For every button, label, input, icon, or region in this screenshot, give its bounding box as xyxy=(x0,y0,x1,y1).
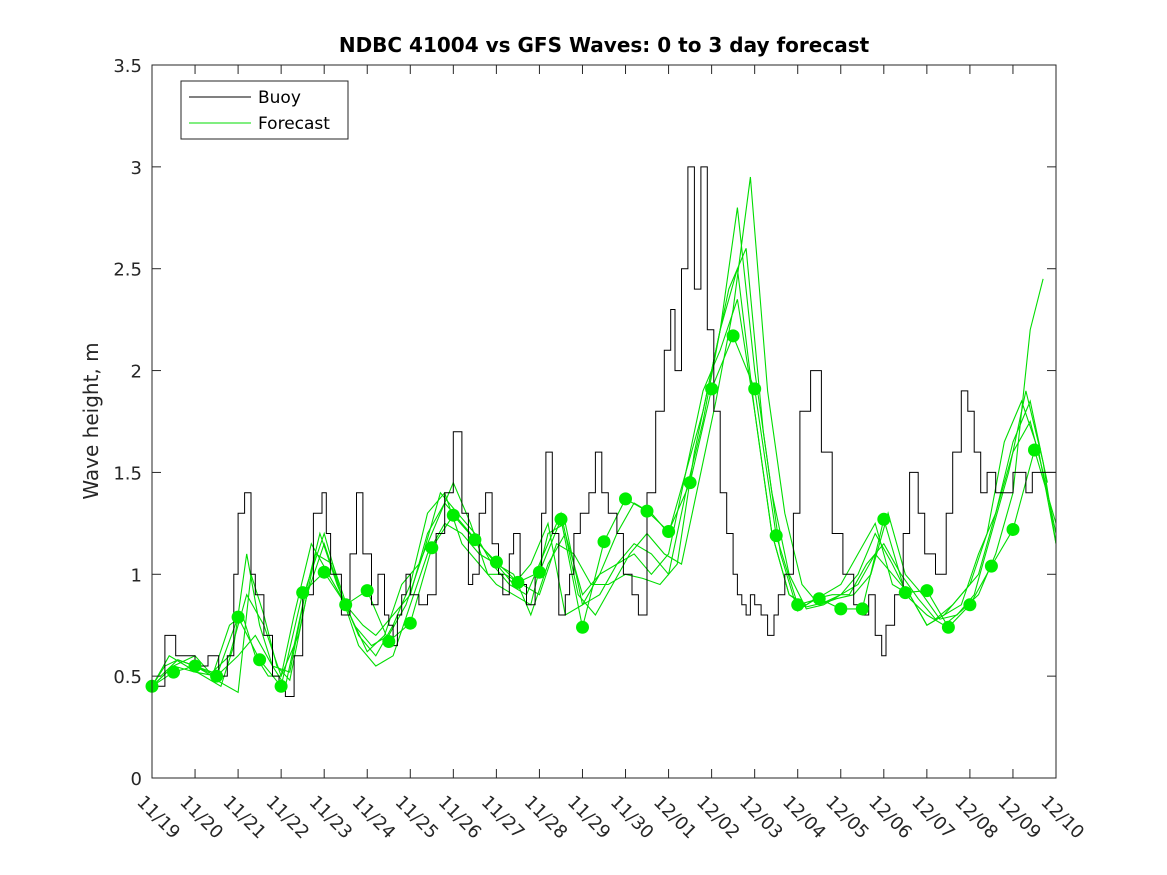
forecast-marker xyxy=(360,584,374,598)
forecast-marker xyxy=(920,584,934,598)
forecast-marker xyxy=(812,592,826,606)
forecast-line-6 xyxy=(151,268,1048,687)
y-tick-label: 1.5 xyxy=(113,463,142,484)
plot-frame xyxy=(151,64,1057,779)
y-axis-ticks: 0 0.5 1 1.5 2 2.5 3 3.5 xyxy=(113,56,1056,790)
forecast-marker xyxy=(855,602,869,616)
forecast-marker xyxy=(640,504,654,518)
legend-forecast-label: Forecast xyxy=(258,114,330,134)
plot-area: 00.511.522.533.5 11/1911/2011/2111/2211/… xyxy=(113,56,1088,843)
forecast-marker xyxy=(726,329,740,343)
forecast-marker xyxy=(188,659,202,673)
forecast-marker xyxy=(339,598,353,612)
forecast-marker xyxy=(382,635,396,648)
y-tick-label: 0.5 xyxy=(113,667,142,688)
forecast-marker xyxy=(941,620,955,634)
y-tick-label: 3.5 xyxy=(113,56,142,77)
forecast-marker xyxy=(748,382,762,396)
forecast-marker xyxy=(554,512,568,526)
y-tick-label: 3 xyxy=(131,158,142,179)
forecast-marker xyxy=(791,598,805,612)
forecast-marker xyxy=(683,476,697,490)
forecast-marker xyxy=(446,508,460,522)
forecast-marker xyxy=(231,610,245,624)
forecast-marker xyxy=(597,535,611,549)
y-tick-label: 0 xyxy=(131,769,142,790)
forecast-marker xyxy=(489,555,503,569)
forecast-marker xyxy=(576,620,589,634)
y-tick-label: 2.5 xyxy=(113,260,142,281)
y-tick-label: 2 xyxy=(131,362,142,383)
legend: Buoy Forecast xyxy=(180,80,349,140)
y-tick-label: 1 xyxy=(131,565,142,586)
legend-buoy-label: Buoy xyxy=(258,88,301,108)
forecast-marker xyxy=(769,529,783,543)
chart-title: NDBC 41004 vs GFS Waves: 0 to 3 day fore… xyxy=(339,33,870,57)
forecast-marker xyxy=(984,559,998,573)
forecast-marker xyxy=(532,565,546,579)
forecast-marker xyxy=(210,669,224,683)
forecast-marker xyxy=(834,602,848,616)
forecast-marker xyxy=(898,586,912,600)
forecast-marker xyxy=(296,586,310,600)
forecast-marker xyxy=(468,533,482,547)
forecast-markers xyxy=(145,329,1041,693)
legend-box xyxy=(180,80,349,140)
forecast-marker xyxy=(511,575,525,589)
forecast-marker xyxy=(253,653,267,667)
buoy-line xyxy=(152,166,1056,697)
forecast-marker xyxy=(619,492,632,506)
y-axis-label: Wave height, m xyxy=(79,342,103,499)
forecast-marker xyxy=(1028,443,1041,457)
forecast-marker xyxy=(1006,523,1020,536)
forecast-marker xyxy=(705,382,719,396)
forecast-marker xyxy=(963,598,977,612)
forecast-marker xyxy=(274,679,288,693)
forecast-marker xyxy=(425,541,439,555)
forecast-marker xyxy=(877,512,891,526)
forecast-marker xyxy=(662,525,676,538)
forecast-line-5 xyxy=(160,248,1057,678)
forecast-marker xyxy=(167,665,180,679)
plot-background xyxy=(152,65,1056,778)
forecast-marker xyxy=(403,616,417,630)
forecast-marker xyxy=(317,565,331,579)
